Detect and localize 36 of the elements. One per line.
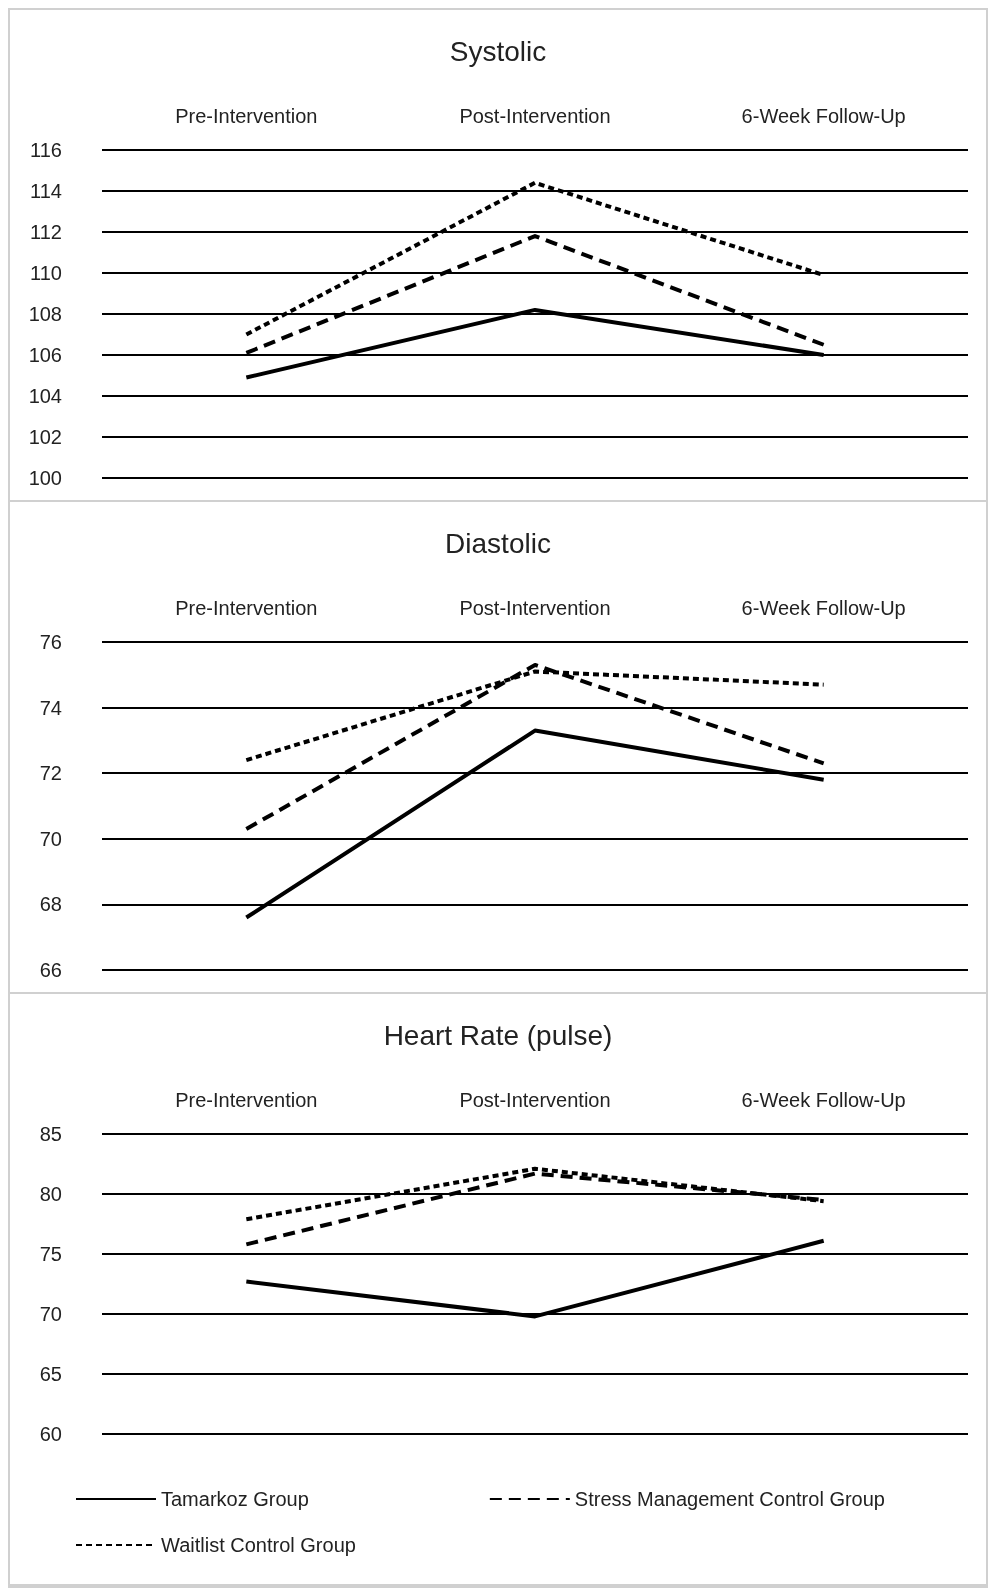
y-tick-label: 85 bbox=[39, 1123, 62, 1145]
x-tick-label: Post-Intervention bbox=[459, 1089, 611, 1111]
legend-label: Waitlist Control Group bbox=[161, 1534, 356, 1556]
y-tick-label: 60 bbox=[39, 1423, 62, 1445]
y-tick-label: 65 bbox=[39, 1363, 62, 1385]
legend-label: Tamarkoz Group bbox=[161, 1488, 309, 1510]
x-tick-label: 6-Week Follow-Up bbox=[741, 597, 906, 619]
legend-label: Stress Management Control Group bbox=[574, 1488, 885, 1510]
x-tick-label: 6-Week Follow-Up bbox=[741, 1089, 906, 1111]
y-tick-label: 108 bbox=[28, 303, 62, 325]
y-tick-label: 112 bbox=[30, 221, 62, 243]
x-tick-label: Post-Intervention bbox=[459, 105, 611, 127]
y-tick-label: 116 bbox=[30, 139, 62, 161]
y-tick-label: 70 bbox=[39, 827, 62, 850]
chart-title: Systolic bbox=[449, 35, 547, 67]
y-tick-label: 114 bbox=[30, 180, 62, 202]
x-tick-label: Post-Intervention bbox=[459, 597, 611, 619]
y-tick-label: 106 bbox=[28, 344, 62, 366]
y-tick-label: 102 bbox=[28, 426, 62, 448]
chart-title: Diastolic bbox=[445, 527, 551, 559]
y-tick-label: 75 bbox=[39, 1243, 62, 1265]
y-tick-label: 100 bbox=[28, 467, 62, 489]
y-tick-label: 68 bbox=[39, 893, 62, 916]
x-tick-label: Pre-Intervention bbox=[175, 1089, 318, 1111]
x-tick-label: Pre-Intervention bbox=[175, 105, 318, 127]
y-tick-label: 80 bbox=[39, 1183, 62, 1205]
chart-title: Heart Rate (pulse) bbox=[383, 1019, 613, 1051]
y-tick-label: 104 bbox=[28, 385, 62, 407]
x-tick-label: 6-Week Follow-Up bbox=[741, 105, 906, 127]
y-tick-label: 110 bbox=[30, 262, 62, 284]
x-tick-label: Pre-Intervention bbox=[175, 597, 318, 619]
y-tick-label: 70 bbox=[39, 1303, 62, 1325]
y-tick-label: 66 bbox=[39, 959, 62, 981]
y-tick-label: 76 bbox=[39, 631, 62, 653]
y-tick-label: 74 bbox=[39, 696, 62, 719]
y-tick-label: 72 bbox=[39, 762, 62, 785]
